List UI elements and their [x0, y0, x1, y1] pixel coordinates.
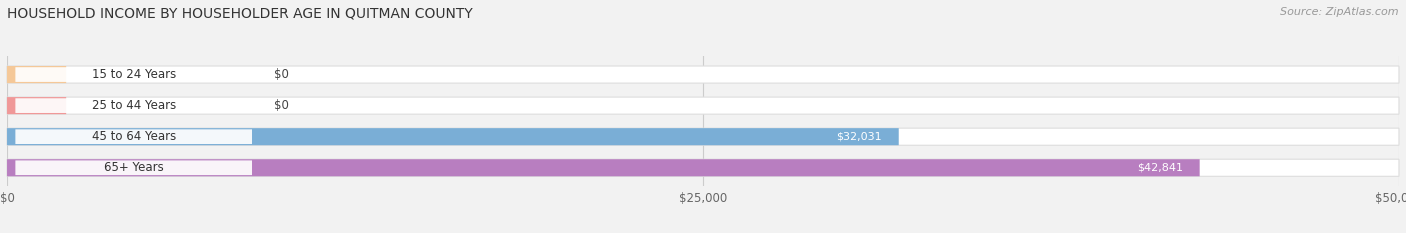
FancyBboxPatch shape: [15, 129, 252, 144]
Text: $0: $0: [274, 99, 290, 112]
Text: 45 to 64 Years: 45 to 64 Years: [91, 130, 176, 143]
FancyBboxPatch shape: [7, 159, 1399, 176]
FancyBboxPatch shape: [7, 128, 1399, 145]
FancyBboxPatch shape: [7, 66, 1399, 83]
FancyBboxPatch shape: [7, 128, 898, 145]
FancyBboxPatch shape: [7, 159, 1199, 176]
FancyBboxPatch shape: [15, 160, 252, 175]
Text: 25 to 44 Years: 25 to 44 Years: [91, 99, 176, 112]
Text: 15 to 24 Years: 15 to 24 Years: [91, 68, 176, 81]
Text: Source: ZipAtlas.com: Source: ZipAtlas.com: [1281, 7, 1399, 17]
FancyBboxPatch shape: [15, 67, 252, 82]
Text: $32,031: $32,031: [837, 132, 882, 142]
FancyBboxPatch shape: [7, 97, 1399, 114]
Text: $0: $0: [274, 68, 290, 81]
Text: HOUSEHOLD INCOME BY HOUSEHOLDER AGE IN QUITMAN COUNTY: HOUSEHOLD INCOME BY HOUSEHOLDER AGE IN Q…: [7, 7, 472, 21]
Text: $42,841: $42,841: [1137, 163, 1182, 173]
FancyBboxPatch shape: [7, 97, 66, 114]
FancyBboxPatch shape: [15, 98, 252, 113]
FancyBboxPatch shape: [7, 66, 66, 83]
Text: 65+ Years: 65+ Years: [104, 161, 163, 174]
